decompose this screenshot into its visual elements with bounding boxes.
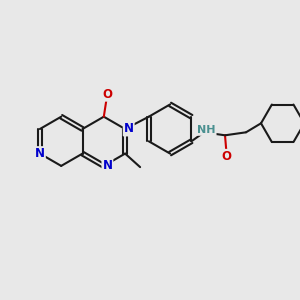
Text: N: N	[102, 159, 112, 172]
Text: N: N	[35, 147, 45, 160]
Text: NH: NH	[197, 125, 216, 135]
Text: O: O	[102, 88, 112, 101]
Text: N: N	[124, 122, 134, 136]
Text: O: O	[221, 150, 232, 163]
